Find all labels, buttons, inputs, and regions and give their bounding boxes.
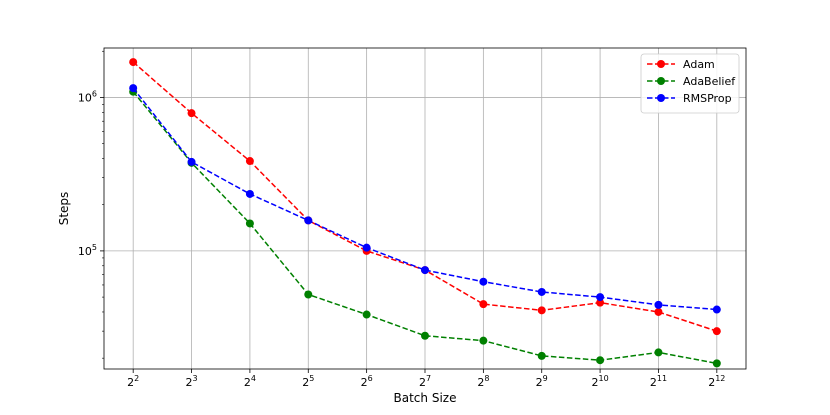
- x-tick-label: 26: [361, 374, 373, 389]
- data-point: [479, 300, 488, 309]
- data-point: [712, 327, 721, 336]
- x-axis-label: Batch Size: [394, 391, 457, 405]
- x-tick-label: 29: [536, 374, 548, 389]
- data-point: [187, 157, 196, 166]
- data-point: [596, 293, 605, 302]
- x-tick-label-base: 2: [536, 376, 543, 389]
- data-point: [421, 331, 429, 340]
- series-rmsprop: [129, 84, 721, 314]
- data-point: [304, 290, 313, 299]
- y-tick-label-base: 10: [78, 245, 92, 258]
- x-tick-label-exponent: 2: [134, 374, 139, 383]
- x-tick-label-base: 2: [302, 376, 309, 389]
- data-point: [596, 298, 605, 307]
- data-point: [304, 216, 313, 225]
- x-tick-label-base: 2: [477, 376, 484, 389]
- x-tick-label-base: 2: [244, 376, 251, 389]
- x-axis-ticks: 22 23 24 25 26 27 28 29 210 211 212: [127, 369, 725, 389]
- legend-item: RMSProp: [647, 92, 732, 105]
- data-point: [712, 305, 721, 314]
- x-tick-label: 25: [302, 374, 314, 389]
- y-axis-label: Steps: [57, 192, 71, 226]
- x-tick-label: 24: [244, 374, 256, 389]
- data-point: [654, 300, 663, 309]
- x-tick-label: 210: [591, 374, 608, 389]
- data-point: [712, 359, 721, 368]
- x-tick-label: 212: [708, 374, 725, 389]
- legend-marker: [657, 77, 665, 85]
- data-point: [537, 351, 546, 360]
- data-point: [129, 58, 138, 67]
- data-point: [654, 348, 663, 357]
- legend-marker: [657, 60, 665, 68]
- data-point: [596, 356, 605, 365]
- y-tick-label-exponent: 6: [92, 89, 97, 98]
- series-layer: [129, 58, 721, 368]
- x-tick-label-exponent: 11: [657, 374, 667, 383]
- data-point: [245, 219, 254, 228]
- data-point: [479, 336, 488, 345]
- x-tick-label-exponent: 7: [426, 374, 431, 383]
- x-tick-label-exponent: 10: [598, 374, 608, 383]
- x-tick-label-base: 2: [419, 376, 426, 389]
- data-point: [245, 189, 254, 198]
- x-tick-label-exponent: 4: [251, 374, 256, 383]
- data-point: [537, 306, 546, 315]
- series-line: [132, 87, 717, 311]
- x-tick-label-exponent: 9: [543, 374, 548, 383]
- x-tick-label-base: 2: [361, 376, 368, 389]
- legend-label: AdaBelief: [683, 75, 736, 88]
- data-point: [245, 157, 254, 166]
- x-tick-label-exponent: 5: [309, 374, 314, 383]
- x-tick-label-exponent: 12: [715, 374, 725, 383]
- data-point: [537, 287, 546, 296]
- x-tick-label-base: 2: [708, 376, 715, 389]
- x-tick-label: 28: [477, 374, 489, 389]
- x-tick-label: 27: [419, 374, 431, 389]
- x-tick-label-base: 2: [127, 376, 134, 389]
- x-tick-label: 22: [127, 374, 139, 389]
- data-point: [421, 266, 429, 275]
- legend-label: RMSProp: [683, 92, 732, 105]
- data-point: [362, 310, 371, 319]
- x-tick-label-exponent: 8: [484, 374, 489, 383]
- legend-marker: [657, 94, 665, 102]
- legend-item: Adam: [647, 58, 715, 71]
- y-tick-label-base: 10: [78, 91, 92, 104]
- y-tick-label: 105: [78, 243, 97, 258]
- x-tick-label: 211: [650, 374, 667, 389]
- data-point: [362, 243, 371, 252]
- x-tick-label-base: 2: [591, 376, 598, 389]
- data-point: [479, 277, 488, 286]
- legend: Adam AdaBelief RMSProp: [640, 53, 740, 114]
- y-tick-label-exponent: 5: [92, 243, 97, 252]
- x-tick-label-base: 2: [650, 376, 657, 389]
- data-point: [654, 307, 663, 316]
- x-tick-label-base: 2: [185, 376, 192, 389]
- x-tick-label-exponent: 3: [192, 374, 197, 383]
- x-tick-label-exponent: 6: [368, 374, 373, 383]
- y-tick-label: 106: [78, 89, 97, 104]
- data-point: [129, 84, 138, 93]
- legend-item: AdaBelief: [647, 75, 736, 88]
- x-tick-label: 23: [185, 374, 197, 389]
- data-point: [187, 109, 196, 118]
- series-line: [132, 91, 717, 365]
- legend-label: Adam: [683, 58, 715, 71]
